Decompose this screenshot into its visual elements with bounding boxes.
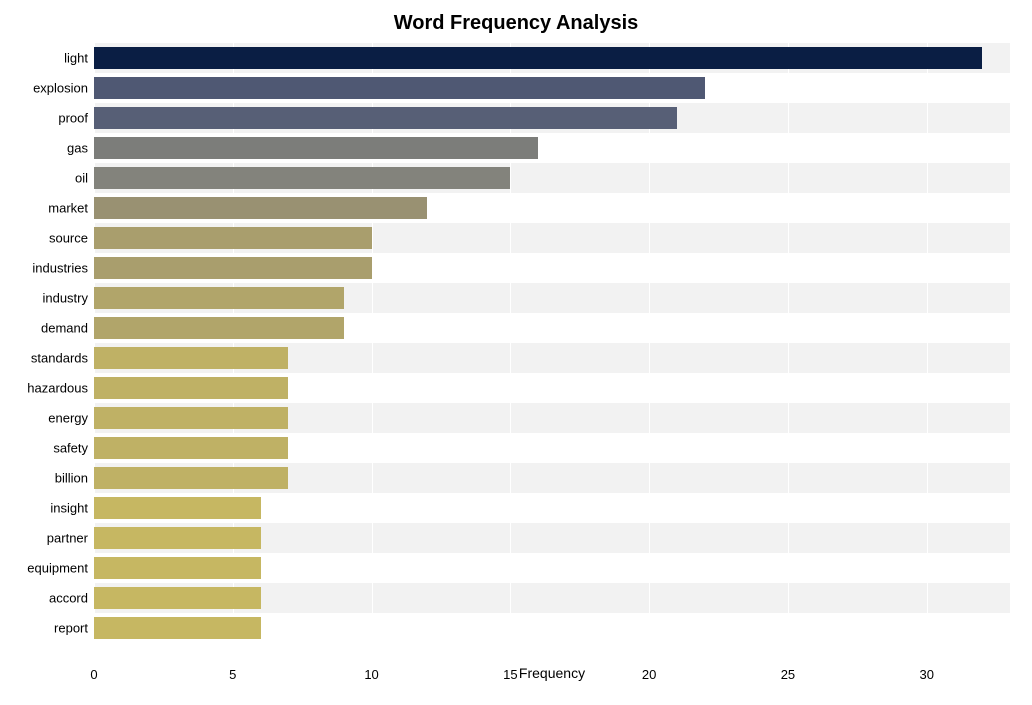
grid-line [372, 43, 373, 643]
grid-line [233, 43, 234, 643]
x-tick-label: 5 [229, 667, 236, 682]
y-tick-label: hazardous [27, 380, 94, 395]
bar [94, 107, 677, 129]
y-tick-label: report [54, 620, 94, 635]
bar-row: industries [94, 257, 1010, 279]
bar [94, 227, 372, 249]
bar [94, 137, 538, 159]
bar-row: safety [94, 437, 1010, 459]
bar [94, 587, 261, 609]
bar-row: light [94, 47, 1010, 69]
bar [94, 467, 288, 489]
x-tick-label: 10 [364, 667, 378, 682]
plot-area: light explosion proof gas oil market source ind… [94, 43, 1010, 643]
bar-row: proof [94, 107, 1010, 129]
bar-row: accord [94, 587, 1010, 609]
bar-row: explosion [94, 77, 1010, 99]
bar-row: standards [94, 347, 1010, 369]
bar-row: market [94, 197, 1010, 219]
bar [94, 257, 372, 279]
x-tick-label: 30 [919, 667, 933, 682]
bar-row: source [94, 227, 1010, 249]
x-tick-label: 25 [781, 667, 795, 682]
y-tick-label: equipment [27, 560, 94, 575]
grid-line [927, 43, 928, 643]
bar-row: insight [94, 497, 1010, 519]
bar [94, 347, 288, 369]
bar-row: demand [94, 317, 1010, 339]
bar-row: hazardous [94, 377, 1010, 399]
grid-line [94, 43, 95, 643]
y-tick-label: source [49, 230, 94, 245]
x-tick-label: 20 [642, 667, 656, 682]
bar [94, 617, 261, 639]
y-tick-label: market [48, 200, 94, 215]
bar-row: gas [94, 137, 1010, 159]
grid-line [649, 43, 650, 643]
bar [94, 527, 261, 549]
bar-row: energy [94, 407, 1010, 429]
bar-row: industry [94, 287, 1010, 309]
y-tick-label: insight [50, 500, 94, 515]
bar-row: billion [94, 467, 1010, 489]
y-tick-label: gas [67, 140, 94, 155]
grid-line [788, 43, 789, 643]
y-tick-label: light [64, 50, 94, 65]
bar [94, 287, 344, 309]
x-axis: Frequency 051015202530 [94, 665, 1010, 705]
bar [94, 377, 288, 399]
x-tick-label: 15 [503, 667, 517, 682]
y-tick-label: standards [31, 350, 94, 365]
bar [94, 557, 261, 579]
y-tick-label: safety [53, 440, 94, 455]
chart-container: Word Frequency Analysis lightexplosionpr… [0, 0, 1032, 701]
chart-title: Word Frequency Analysis [12, 12, 1020, 35]
bar [94, 407, 288, 429]
y-tick-label: partner [47, 530, 94, 545]
grid-line [510, 43, 511, 643]
y-tick-label: demand [41, 320, 94, 335]
x-tick-label: 0 [90, 667, 97, 682]
bar [94, 497, 261, 519]
bar [94, 47, 982, 69]
plot-background [94, 43, 1010, 643]
y-tick-label: oil [75, 170, 94, 185]
bar [94, 317, 344, 339]
y-tick-label: industry [42, 290, 94, 305]
bar-row: report [94, 617, 1010, 639]
y-tick-label: explosion [33, 80, 94, 95]
bar-row: equipment [94, 557, 1010, 579]
bar [94, 197, 427, 219]
bar [94, 77, 705, 99]
y-tick-label: billion [55, 470, 94, 485]
y-tick-label: industries [32, 260, 94, 275]
y-tick-label: accord [49, 590, 94, 605]
bar [94, 167, 510, 189]
bar-row: partner [94, 527, 1010, 549]
y-tick-label: proof [58, 110, 94, 125]
y-tick-label: energy [48, 410, 94, 425]
bar-row: oil [94, 167, 1010, 189]
bar [94, 437, 288, 459]
